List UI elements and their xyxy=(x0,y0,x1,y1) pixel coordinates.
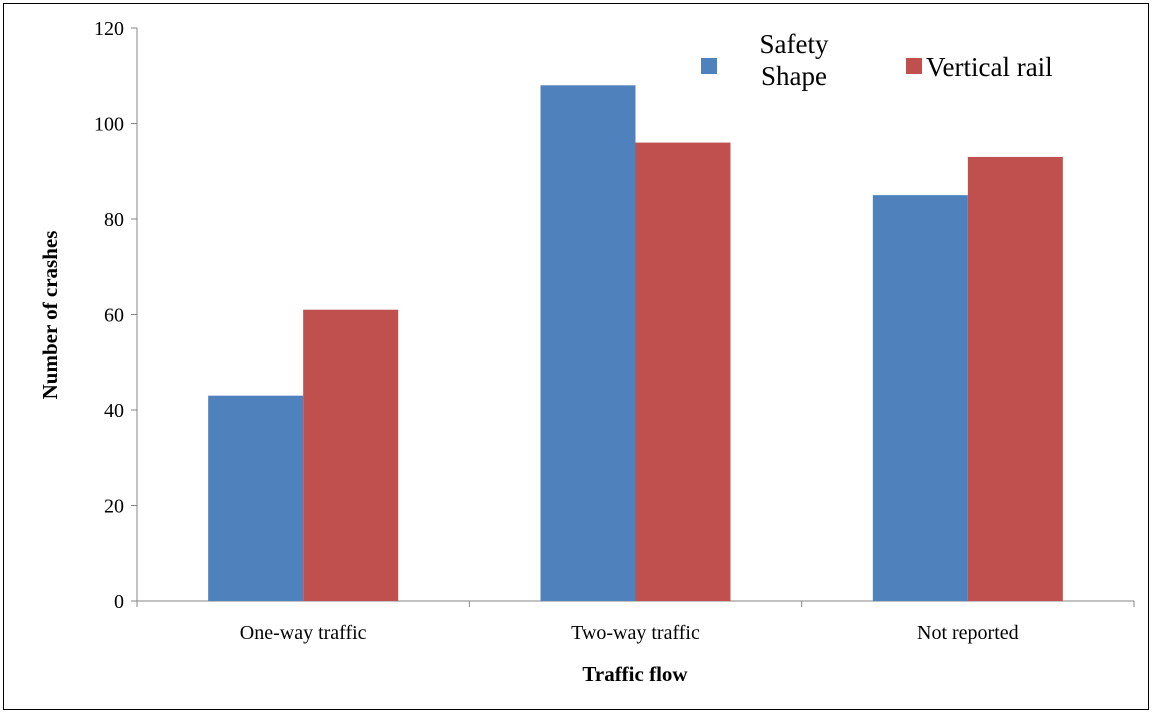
y-tick-label-0: 0 xyxy=(114,591,124,613)
y-tick-label-100: 100 xyxy=(94,114,124,136)
y-tick-label-60: 60 xyxy=(104,305,124,327)
y-tick-label-20: 20 xyxy=(104,496,124,518)
plot-area: 0 20 40 60 80 100 120 One-way traffic Two-way tr… xyxy=(94,18,1135,644)
legend-label-safety-shape: Safety Shape xyxy=(760,29,829,91)
legend-swatch-safety-shape xyxy=(701,58,717,74)
bar-safety-shape-1 xyxy=(208,395,304,601)
legend-label-vertical-rail: Vertical rail xyxy=(926,52,1053,82)
y-axis-title: Number of crashes xyxy=(38,231,62,400)
y-tick-label-80: 80 xyxy=(104,209,124,231)
bar-safety-shape-3 xyxy=(872,195,968,601)
bar-vertical-rail-2 xyxy=(635,142,731,601)
bar-vertical-rail-1 xyxy=(303,309,399,601)
bar-vertical-rail-3 xyxy=(967,156,1063,602)
bar-safety-shape-2 xyxy=(540,85,636,602)
y-tick-label-120: 120 xyxy=(94,18,124,40)
y-tick-label-40: 40 xyxy=(104,400,124,422)
x-axis-title: Traffic flow xyxy=(582,662,688,686)
legend-swatch-vertical-rail xyxy=(906,58,922,74)
x-tick-label-2: Two-way traffic xyxy=(571,622,700,644)
x-tick-label-3: Not reported xyxy=(917,622,1019,644)
legend-label-line-1: Safety xyxy=(760,29,829,59)
legend: Safety Shape Vertical rail xyxy=(701,29,1053,91)
chart-frame xyxy=(3,3,1149,710)
x-tick-label-1: One-way traffic xyxy=(240,622,367,644)
legend-label-line-2: Shape xyxy=(761,61,827,91)
